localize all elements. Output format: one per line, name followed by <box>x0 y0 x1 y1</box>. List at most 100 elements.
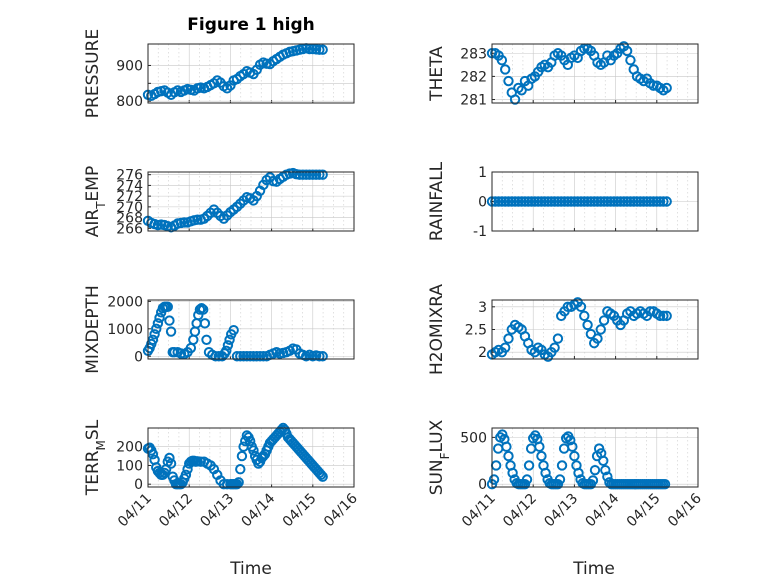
y-tick-label: 274 <box>116 178 143 194</box>
data-point <box>589 464 601 476</box>
y-tick-label: 281 <box>460 93 487 109</box>
data-point <box>317 351 328 362</box>
axes-frame <box>491 427 699 488</box>
data-point <box>523 196 534 207</box>
data-point <box>539 196 550 207</box>
data-point <box>503 450 514 462</box>
series-markers <box>486 196 672 207</box>
data-point <box>654 196 666 207</box>
data-point <box>536 450 547 462</box>
data-point <box>499 342 511 353</box>
y-tick-label: 0 <box>134 349 143 365</box>
data-point <box>513 196 524 207</box>
data-point <box>552 333 564 344</box>
data-point <box>162 301 173 313</box>
data-point <box>529 196 541 207</box>
y-tick-label: 2 <box>478 345 487 361</box>
data-point <box>310 169 322 180</box>
data-point <box>509 196 521 207</box>
data-point <box>213 351 225 362</box>
y-tick-label: 2000 <box>107 294 143 310</box>
data-point <box>572 196 583 207</box>
data-point <box>569 450 580 462</box>
data-point <box>196 303 207 314</box>
data-point <box>192 214 203 225</box>
y-axis-label: MIXDEPTH <box>83 285 103 374</box>
data-point <box>648 80 659 91</box>
data-point <box>199 318 211 329</box>
y-tick-label: 500 <box>460 430 487 446</box>
x-tick-label: 04/13 <box>197 491 237 531</box>
data-point <box>540 467 551 479</box>
data-point <box>592 196 603 207</box>
x-tick-label: 04/11 <box>115 491 155 531</box>
data-point <box>315 469 327 481</box>
data-point <box>317 471 328 482</box>
x-axis-label-right: Time <box>572 559 615 579</box>
data-point <box>499 64 511 75</box>
data-point <box>169 346 180 358</box>
x-tick-label: 04/12 <box>500 491 540 531</box>
data-point <box>588 196 600 207</box>
y-tick-label: 282 <box>460 69 487 85</box>
data-point <box>602 196 613 207</box>
data-point <box>165 326 177 337</box>
data-point <box>661 310 672 322</box>
data-point <box>587 475 599 486</box>
axes-frame <box>491 43 699 104</box>
subplot-8: 04/11 04/12 04/13 04/14 04/15 04/16 0 500 SUNFLU… <box>427 419 705 530</box>
data-point <box>314 44 325 55</box>
data-point <box>509 94 521 105</box>
data-point <box>631 196 643 207</box>
y-tick-label: 200 <box>116 440 143 456</box>
y-tick-label: 900 <box>116 58 143 74</box>
data-point <box>147 449 159 460</box>
y-axis-label: TERRMSL <box>83 419 108 496</box>
data-point <box>201 334 212 345</box>
data-point <box>534 441 545 452</box>
subplot-4: -1 0 1 RAINFALL <box>427 161 699 241</box>
data-point <box>648 196 659 207</box>
data-point <box>621 196 633 207</box>
data-point <box>149 329 160 340</box>
data-point <box>552 196 564 207</box>
y-tick-label: 283 <box>460 46 487 62</box>
data-point <box>496 54 508 66</box>
data-point <box>506 196 517 207</box>
data-point <box>556 460 568 471</box>
data-point <box>559 196 570 207</box>
data-point <box>523 460 535 471</box>
axes-frame <box>147 171 355 232</box>
x-axis-label-left: Time <box>229 559 272 579</box>
x-tick-label: 04/13 <box>541 491 581 531</box>
y-tick-label: 1000 <box>107 322 143 338</box>
data-point <box>164 315 175 326</box>
x-tick-label: 04/11 <box>459 491 499 531</box>
y-tick-label: 272 <box>116 189 143 205</box>
data-point <box>600 464 611 476</box>
data-point <box>244 435 256 447</box>
data-point <box>658 310 669 322</box>
data-point <box>651 196 662 207</box>
data-point <box>554 474 566 485</box>
data-point <box>238 351 249 362</box>
data-point <box>595 324 606 335</box>
data-point <box>567 441 578 452</box>
y-axis-label: SUNFLUX <box>427 419 452 495</box>
data-point <box>314 351 325 362</box>
data-point <box>565 434 576 446</box>
data-point <box>579 196 590 207</box>
data-point <box>164 452 175 464</box>
data-point <box>304 43 315 55</box>
data-point <box>304 169 315 180</box>
y-tick-label: 2.5 <box>465 323 487 339</box>
data-point <box>635 196 646 207</box>
data-point <box>147 334 159 345</box>
data-point <box>221 345 232 356</box>
data-point <box>582 319 593 331</box>
data-point <box>507 467 518 479</box>
y-axis-label: THETA <box>427 46 447 102</box>
data-point <box>592 333 603 344</box>
